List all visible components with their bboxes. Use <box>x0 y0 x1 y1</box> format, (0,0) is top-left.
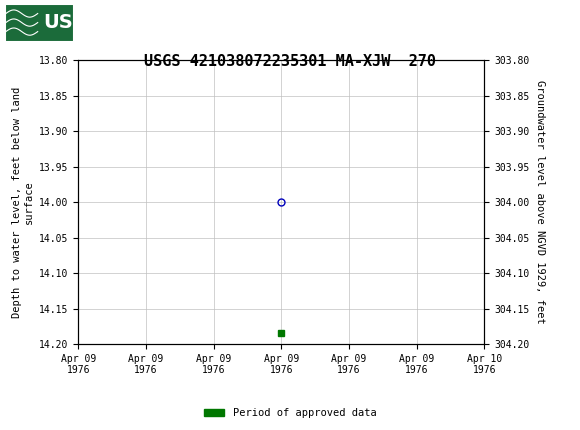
Y-axis label: Depth to water level, feet below land
surface: Depth to water level, feet below land su… <box>12 86 34 318</box>
Y-axis label: Groundwater level above NGVD 1929, feet: Groundwater level above NGVD 1929, feet <box>535 80 545 324</box>
FancyBboxPatch shape <box>5 3 74 42</box>
Legend: Period of approved data: Period of approved data <box>200 404 380 423</box>
Text: USGS: USGS <box>44 13 103 32</box>
Text: USGS 421038072235301 MA-XJW  270: USGS 421038072235301 MA-XJW 270 <box>144 54 436 69</box>
